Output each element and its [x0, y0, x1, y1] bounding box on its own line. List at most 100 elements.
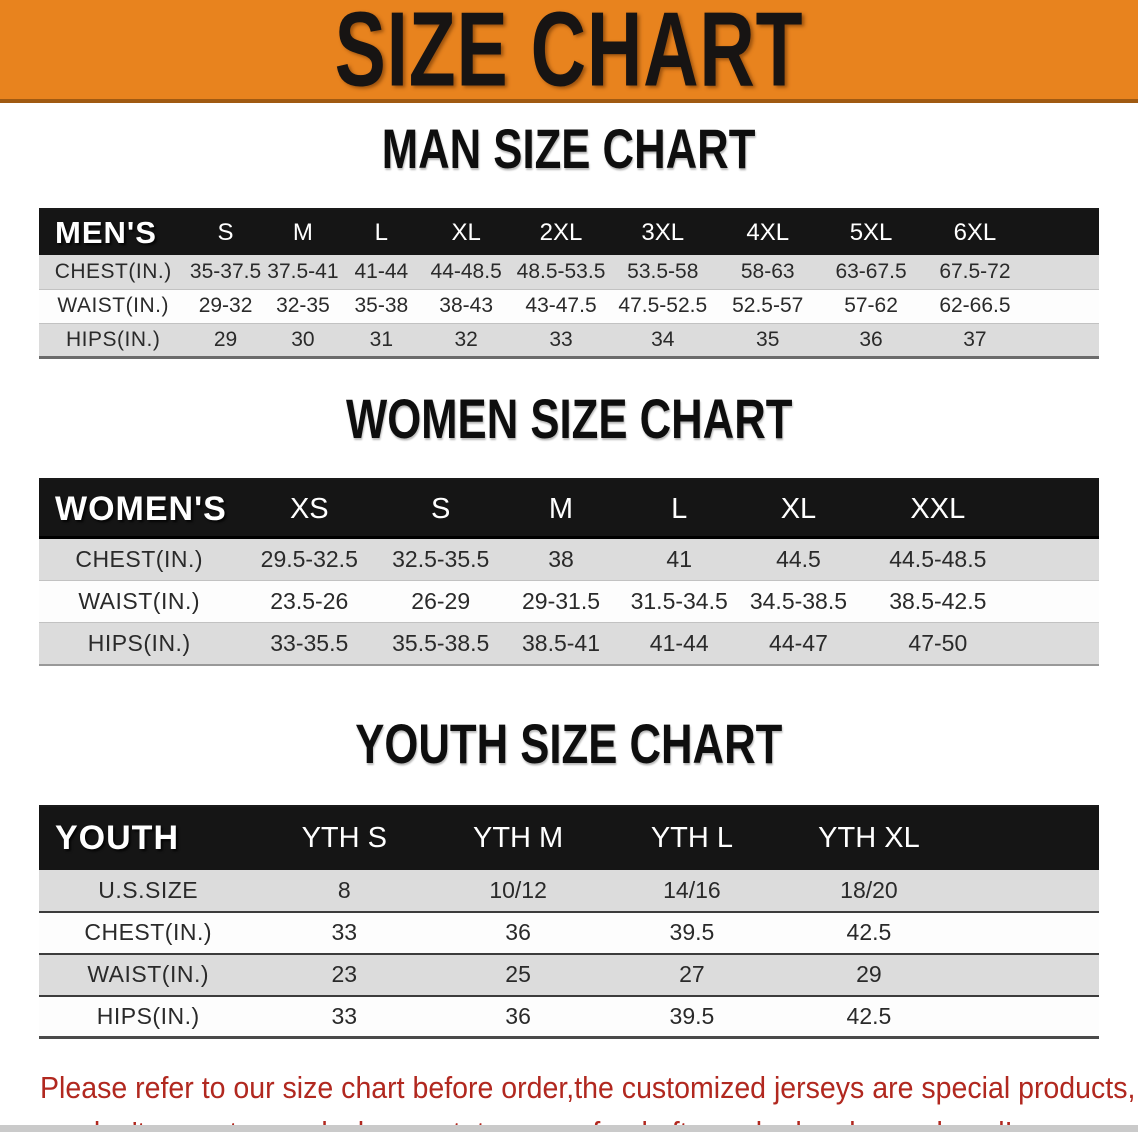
size-value: 41 — [666, 545, 692, 572]
row-label: HIPS(IN.) — [87, 629, 191, 656]
size-column-header: YTH XL — [778, 805, 960, 870]
men-header-row: MEN'S S M L XL 2XL 3XL 4XL 5XL 6XL — [39, 209, 1099, 255]
youth-size-table: YOUTH YTH S YTH M YTH L YTH XL U.S.SIZE 8 10/12… — [39, 804, 1099, 1039]
women-size-chart-section: WOMEN SIZE CHART WOMEN'S XS S M L XL XXL CHEST(I… — [0, 386, 1138, 666]
size-column-header: 3XL — [610, 209, 716, 255]
row-label: CHEST(IN.) — [84, 919, 213, 945]
row-filler-cell — [959, 996, 1099, 1038]
size-column-header: XL — [420, 209, 512, 255]
size-value: 29-31.5 — [522, 588, 601, 614]
measurement-row: WAIST(IN.) 23.5-26 26-29 29-31.5 31.5-34.5 34… — [39, 580, 1099, 623]
size-value: 42.5 — [846, 1002, 892, 1029]
row-filler-cell — [1028, 255, 1099, 289]
men-size-chart-section: MAN SIZE CHART MEN'S S M L XL 2XL 3XL 4XL 5XL 6XL C… — [0, 121, 1138, 359]
size-value: 37.5-41 — [267, 259, 339, 283]
size-value: 63-67.5 — [835, 259, 907, 283]
women-header-label: WOMEN'S — [39, 478, 240, 539]
size-value: 44-47 — [769, 629, 828, 656]
size-value: 39.5 — [669, 919, 715, 945]
row-label: HIPS(IN.) — [66, 327, 161, 351]
size-column-header: YTH M — [431, 805, 606, 870]
size-value: 44.5 — [776, 545, 821, 572]
women-section-title: WOMEN SIZE CHART — [0, 386, 1138, 457]
size-value: 14/16 — [663, 876, 721, 903]
size-value: 26-29 — [411, 588, 471, 614]
row-filler-cell — [959, 870, 1099, 912]
size-column-header: M — [502, 478, 620, 539]
size-value: 36 — [505, 919, 531, 945]
men-section-title: MAN SIZE CHART — [0, 121, 1138, 187]
row-filler-cell — [959, 954, 1099, 996]
women-header-row: WOMEN'S XS S M L XL XXL — [39, 478, 1099, 539]
size-value: 32.5-35.5 — [392, 545, 490, 572]
size-column-header: XL — [738, 478, 859, 539]
size-column-header: YTH S — [257, 805, 432, 870]
size-value: 35-38 — [354, 294, 409, 317]
row-label: WAIST(IN.) — [57, 294, 169, 317]
youth-section-title: YOUTH SIZE CHART — [0, 715, 1138, 782]
row-label: CHEST(IN.) — [75, 545, 203, 572]
size-value: 31 — [369, 327, 394, 351]
row-filler-cell — [1028, 289, 1099, 323]
size-value: 33 — [549, 327, 573, 351]
size-chart-sections: MAN SIZE CHART MEN'S S M L XL 2XL 3XL 4XL 5XL 6XL C… — [0, 121, 1138, 1039]
measurement-row: CHEST(IN.) 29.5-32.5 32.5-35.5 38 41 44.5 44.5… — [39, 538, 1099, 581]
row-filler-cell — [1028, 323, 1099, 357]
measurement-row: HIPS(IN.) 29 30 31 32 33 34 35 36 37 — [39, 323, 1099, 357]
measurement-row: HIPS(IN.) 33-35.5 35.5-38.5 38.5-41 41-44 44-… — [39, 622, 1099, 665]
size-column-header: L — [619, 478, 739, 539]
measurement-row: HIPS(IN.) 33 36 39.5 42.5 — [39, 995, 1099, 1038]
youth-header-label: YOUTH — [39, 805, 258, 870]
row-filler-cell — [1017, 623, 1099, 665]
size-value: 52.5-57 — [732, 294, 804, 317]
size-value: 47-50 — [908, 629, 968, 656]
size-value: 62-66.5 — [939, 294, 1011, 317]
size-column-header: 6XL — [921, 209, 1028, 255]
row-label: WAIST(IN.) — [87, 961, 210, 987]
size-value: 35-37.5 — [189, 259, 262, 283]
size-column-header: S — [379, 478, 503, 539]
youth-header-row: YOUTH YTH S YTH M YTH L YTH XL — [39, 805, 1099, 870]
disclaimer: Please refer to our size chart before or… — [40, 1065, 1138, 1132]
size-value: 29-32 — [198, 294, 253, 317]
men-size-table: MEN'S S M L XL 2XL 3XL 4XL 5XL 6XL CHEST(IN.) 35-37… — [39, 208, 1099, 359]
size-column-header: XXL — [858, 478, 1018, 539]
size-value: 18/20 — [840, 876, 898, 903]
women-size-table: WOMEN'S XS S M L XL XXL CHEST(IN.) 29.5-32.5 32.5… — [39, 477, 1099, 666]
header-filler-cell — [1027, 209, 1099, 255]
size-value: 33 — [331, 919, 358, 945]
size-value: 23.5-26 — [270, 588, 349, 614]
size-value: 44.5-48.5 — [889, 545, 987, 572]
size-value: 58-63 — [740, 259, 795, 283]
women-section-title-text: WOMEN SIZE CHART — [345, 386, 793, 450]
size-value: 48.5-53.5 — [516, 259, 606, 283]
measurement-row: CHEST(IN.) 35-37.5 37.5-41 41-44 44-48.5 48.5… — [39, 255, 1099, 289]
size-value: 57-62 — [844, 294, 898, 317]
size-value: 30 — [291, 327, 315, 351]
measurement-row: WAIST(IN.) 23 25 27 29 — [39, 953, 1099, 996]
size-value: 47.5-52.5 — [618, 294, 708, 317]
size-value: 38.5-41 — [522, 629, 601, 656]
size-column-header: M — [263, 209, 343, 255]
header-filler-cell — [959, 805, 1099, 870]
men-header-label: MEN'S — [39, 209, 188, 255]
size-value: 36 — [859, 327, 883, 351]
size-column-header: YTH L — [605, 805, 779, 870]
row-label: U.S.SIZE — [98, 876, 199, 903]
disclaimer-line-1: Please refer to our size chart before or… — [40, 1070, 1136, 1105]
youth-size-chart-section: YOUTH SIZE CHART YOUTH YTH S YTH M YTH L YTH … — [0, 715, 1138, 1039]
size-value: 43-47.5 — [525, 294, 597, 317]
row-label: CHEST(IN.) — [54, 259, 172, 283]
size-value: 33 — [331, 1002, 358, 1029]
size-value: 27 — [679, 961, 705, 987]
size-value: 41-44 — [354, 259, 409, 283]
measurement-row: U.S.SIZE 8 10/12 14/16 18/20 — [39, 869, 1099, 912]
size-column-header: 4XL — [715, 209, 821, 255]
size-value: 44-48.5 — [430, 259, 502, 283]
size-value: 38.5-42.5 — [889, 588, 987, 614]
row-filler-cell — [959, 912, 1099, 954]
size-value: 33-35.5 — [270, 629, 349, 656]
bottom-strip — [0, 1125, 1138, 1132]
size-value: 23 — [331, 961, 358, 987]
